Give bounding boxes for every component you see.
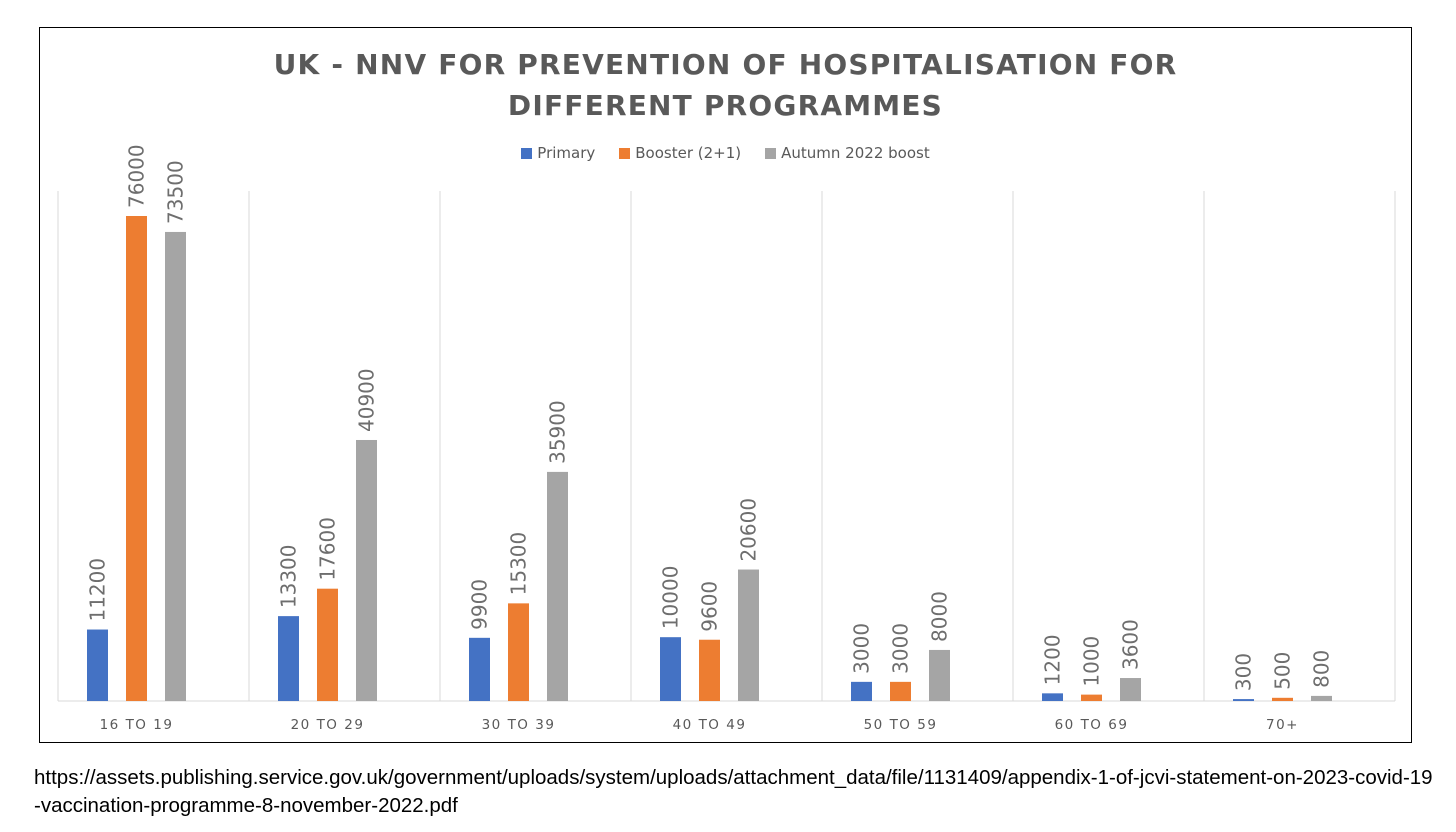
bar-primary [278,616,299,701]
legend-swatch [521,147,533,159]
legend-item: Booster (2+1) [619,144,741,162]
legend-label: Booster (2+1) [635,144,742,162]
chart-frame: UK - NNV FOR PREVENTION OF HOSPITALISATI… [39,27,1412,743]
data-label: 3600 [1119,619,1143,670]
bar-primary [660,637,681,701]
plot-area: 11200 76000 73500 16 TO 19 13300 17600 40900 20… [57,144,1396,733]
bar-primary [851,681,872,701]
bar-primary [469,637,490,701]
data-label: 15300 [507,532,531,596]
chart-title: UK - NNV FOR PREVENTION OF HOSPITALISATI… [273,48,1178,122]
data-label: 3000 [889,623,913,674]
bar-primary [1233,699,1254,701]
bar-autumn-2022-boost [738,569,759,701]
data-label: 17600 [316,517,340,581]
data-label: 1200 [1041,634,1065,685]
chart-legend: Primary Booster (2+1) Autumn 2022 boost [40,144,1411,162]
bar-autumn-2022-boost [547,471,568,701]
legend-swatch [765,147,777,159]
x-tick-label: 70+ [1266,717,1299,733]
data-label: 3000 [850,623,874,674]
data-label: 20600 [737,498,761,562]
data-label: 800 [1310,650,1334,688]
bar-booster-2-1- [317,588,338,701]
data-label: 9900 [468,579,492,630]
bar-autumn-2022-boost [929,649,950,701]
bar-autumn-2022-boost [1120,678,1141,701]
bar-autumn-2022-boost [1311,695,1332,701]
x-tick-label: 30 TO 39 [482,717,556,733]
data-label: 40900 [355,368,379,432]
bar-autumn-2022-boost [356,439,377,701]
bar-booster-2-1- [508,603,529,701]
data-label: 8000 [928,591,952,642]
x-tick-label: 20 TO 29 [291,717,365,733]
x-tick-label: 60 TO 69 [1055,717,1129,733]
bar-primary [87,629,108,701]
bar-primary [1042,693,1063,701]
data-label: 300 [1232,653,1256,691]
bar-booster-2-1- [1272,697,1293,701]
bar-booster-2-1- [1081,694,1102,701]
bar-autumn-2022-boost [165,231,186,701]
legend-item: Autumn 2022 boost [765,144,930,162]
bar-booster-2-1- [890,681,911,701]
x-tick-label: 40 TO 49 [673,717,747,733]
x-tick-label: 50 TO 59 [864,717,938,733]
data-label: 13300 [277,545,301,609]
legend-item: Primary [521,144,595,162]
legend-label: Primary [537,144,596,162]
legend-swatch [619,147,631,159]
data-label: 73500 [164,160,188,224]
bar-booster-2-1- [126,216,147,701]
data-label: 9600 [698,581,722,632]
source-url[interactable]: https://assets.publishing.service.gov.uk… [34,766,1433,817]
x-tick-label: 16 TO 19 [100,717,174,733]
data-label: 11200 [86,558,110,622]
bar-booster-2-1- [699,639,720,701]
data-label: 500 [1271,652,1295,690]
data-label: 1000 [1080,636,1104,687]
legend-label: Autumn 2022 boost [781,144,930,162]
data-label: 76000 [125,144,149,208]
data-label: 35900 [546,400,570,464]
data-label: 10000 [659,566,683,630]
